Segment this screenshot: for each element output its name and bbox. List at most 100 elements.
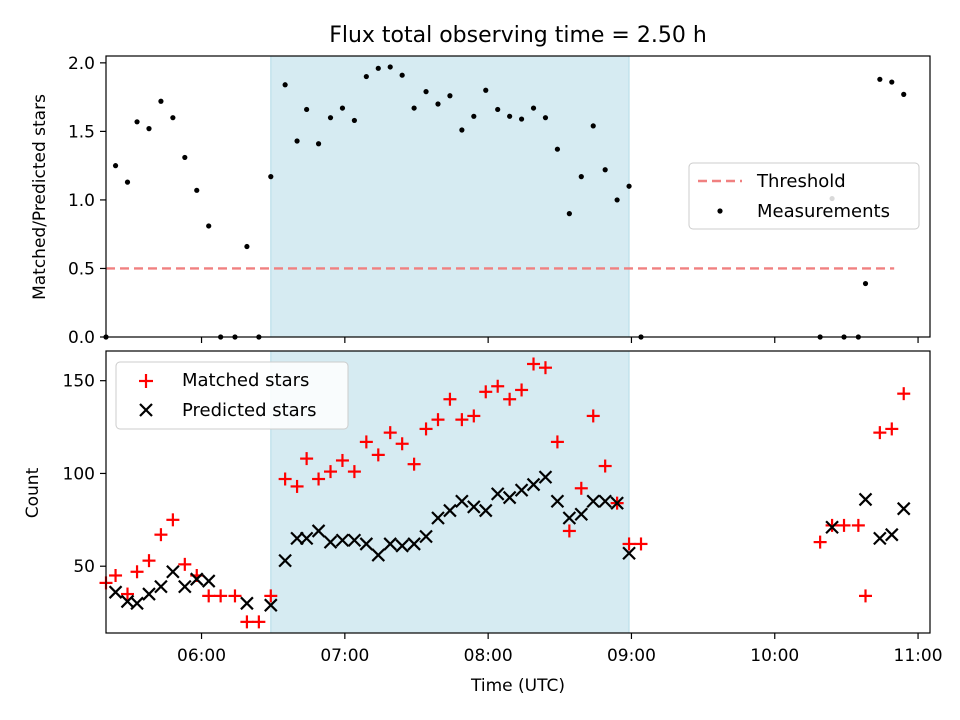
matched-star-point (109, 568, 123, 582)
matched-star-point (431, 413, 445, 427)
measurement-point (206, 223, 212, 229)
predicted-star-point (347, 533, 362, 548)
matched-star-point (278, 472, 292, 486)
measurement-point (411, 105, 417, 111)
matched-star-point (825, 518, 839, 532)
predicted-star-point (154, 579, 168, 594)
measurement-point (339, 105, 346, 111)
x-tick-label: 08:00 (464, 646, 513, 666)
measurement-point (542, 115, 549, 121)
matched-star-point (290, 479, 304, 493)
top-panel: 0.00.51.01.52.0 Matched/Predicted stars … (30, 54, 931, 348)
predicted-star-point (502, 490, 517, 505)
measurement-point (146, 126, 152, 132)
measurement-point (459, 127, 465, 133)
predicted-star-point (467, 500, 481, 514)
predicted-star-point (323, 535, 338, 549)
bottom-x-ticks: 06:00 07:00 08:00 09:00 10:00 11:00 (177, 633, 943, 666)
predicted-star-point (478, 503, 493, 518)
bottom-axes-frame (105, 350, 931, 634)
predicted-star-point (201, 574, 216, 588)
measurement-point (134, 119, 140, 125)
predicted-star-point (240, 596, 254, 611)
matched-star-point (574, 481, 588, 495)
predicted-star-point (550, 494, 565, 509)
predicted-star-point (142, 587, 156, 601)
matched-star-point (897, 387, 911, 401)
matched-star-point (264, 589, 278, 603)
measurement-point (483, 87, 489, 93)
measurement-point (447, 93, 453, 99)
matched-star-point (859, 589, 873, 603)
legend-matched-label: Matched stars (182, 370, 309, 391)
predicted-star-point (598, 494, 612, 509)
predicted-star-point (130, 596, 144, 611)
matched-star-point (455, 413, 469, 427)
top-legend-box (688, 162, 920, 230)
predicted-star-point (622, 546, 636, 561)
top-y-ticks: 0.0 0.5 1.0 1.5 2.0 (68, 54, 106, 348)
measurement-point (182, 154, 188, 161)
measurement-point (124, 179, 131, 185)
x-tick-label: 06:00 (177, 646, 226, 666)
x-tick-label: 11:00 (894, 646, 943, 666)
measurement-point (566, 211, 572, 217)
bottom-legend: Matched stars Predicted stars (115, 361, 349, 430)
matched-star-point (407, 457, 421, 471)
bottom-y-ticks: 50 100 150 (63, 372, 106, 577)
predicted-star-point (574, 507, 589, 522)
legend-measurements-label: Measurements (757, 201, 890, 222)
matched-star-point (324, 465, 338, 479)
predicted-star-point (335, 533, 350, 548)
matched-star-point (240, 615, 254, 629)
measurement-point (889, 79, 895, 85)
measurement-point (578, 174, 584, 180)
matched-star-point (527, 357, 541, 371)
measurement-point (901, 91, 907, 97)
measurement-point (602, 167, 608, 173)
measurement-point (158, 98, 164, 104)
predicted-star-point (359, 537, 374, 551)
matched-star-point (622, 537, 636, 551)
matched-star-point (586, 409, 600, 423)
matched-star-point (550, 435, 564, 449)
x-tick-label: 09:00 (607, 646, 656, 666)
measurement-point (327, 115, 334, 121)
predicted-star-point (108, 585, 123, 599)
predicted-star-point (166, 564, 180, 579)
matched-star-point (419, 422, 433, 436)
predicted-star-point (586, 494, 601, 509)
predicted-star-point (383, 537, 397, 551)
measurement-point (590, 123, 596, 129)
observing-window-shade (270, 55, 630, 338)
measurement-point (112, 163, 119, 169)
y-tick-label: 100 (63, 464, 95, 484)
predicted-star-point (299, 531, 314, 546)
predicted-star-point (873, 531, 887, 546)
predicted-star-point (189, 572, 204, 586)
predicted-star-point (610, 496, 624, 510)
measurement-point (877, 76, 883, 82)
matched-star-point (154, 528, 168, 542)
predicted-star-point (311, 524, 326, 538)
matched-star-point (142, 554, 156, 568)
measurement-point (315, 141, 322, 147)
measurement-point (244, 243, 250, 250)
measurement-point (435, 101, 441, 107)
y-tick-label: 1.0 (68, 191, 95, 211)
measurement-point (471, 113, 477, 119)
matched-star-point (837, 518, 851, 532)
bottom-points-layer (99, 357, 911, 629)
matched-star-point (312, 472, 326, 486)
measurement-point (363, 73, 369, 80)
matched-star-point (252, 615, 266, 629)
predicted-star-point (278, 553, 292, 568)
matched-star-point (120, 587, 134, 601)
matched-star-point (359, 435, 373, 449)
matched-star-point (479, 385, 493, 399)
matched-star-point (166, 513, 180, 527)
matched-star-point (813, 535, 827, 549)
y-tick-label: 2.0 (68, 54, 95, 74)
